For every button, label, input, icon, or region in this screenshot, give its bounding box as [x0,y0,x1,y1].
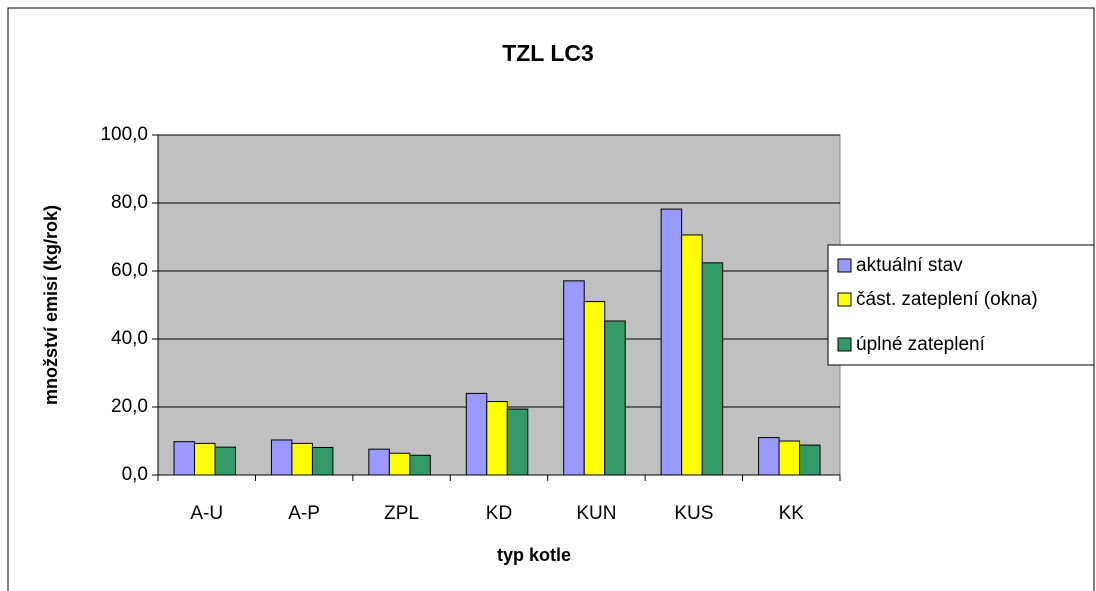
bar [465,392,488,476]
bar [660,208,683,476]
y-tick-label: 80,0 [111,192,148,213]
legend-box [827,244,1095,366]
bar [583,301,606,476]
x-tick-label: ZPL [384,503,419,524]
bar [758,437,780,476]
x-axis-label: typ kotle [497,545,571,565]
x-tick-label: KD [486,503,512,524]
bar [604,320,626,476]
legend-swatch [837,258,852,273]
y-tick-label: 40,0 [111,328,148,349]
bar [506,408,529,476]
y-tick-label: 0,0 [122,464,148,485]
x-tick-label: KUN [576,503,616,524]
legend-swatch [837,337,852,352]
bar [291,442,313,476]
bar [311,446,334,476]
y-tick-label: 60,0 [111,260,148,281]
x-tick-label: A-P [288,503,320,524]
y-tick-label: 100,0 [100,124,148,145]
chart-title: TZL LC3 [502,40,594,66]
bar [681,234,703,476]
bar [409,454,431,476]
legend-label: část. zateplení (okna) [856,289,1038,310]
bar [194,442,216,476]
bar [270,439,293,476]
bar [173,441,195,476]
bar [368,448,390,476]
bar [701,262,724,476]
x-tick-label: A-U [190,503,223,524]
y-axis-label: množství emisí (kg/rok) [41,205,61,405]
legend-swatch [837,292,852,307]
bar [778,440,801,476]
legend-label: aktuální stav [856,255,963,276]
bar [214,446,236,476]
bar [486,401,508,476]
x-tick-label: KUS [674,503,713,524]
bar [563,280,585,476]
legend-label: úplné zateplení [856,334,986,355]
bar [388,452,411,476]
y-tick-label: 20,0 [111,396,148,417]
x-tick-label: KK [779,503,805,524]
bar [799,444,821,476]
